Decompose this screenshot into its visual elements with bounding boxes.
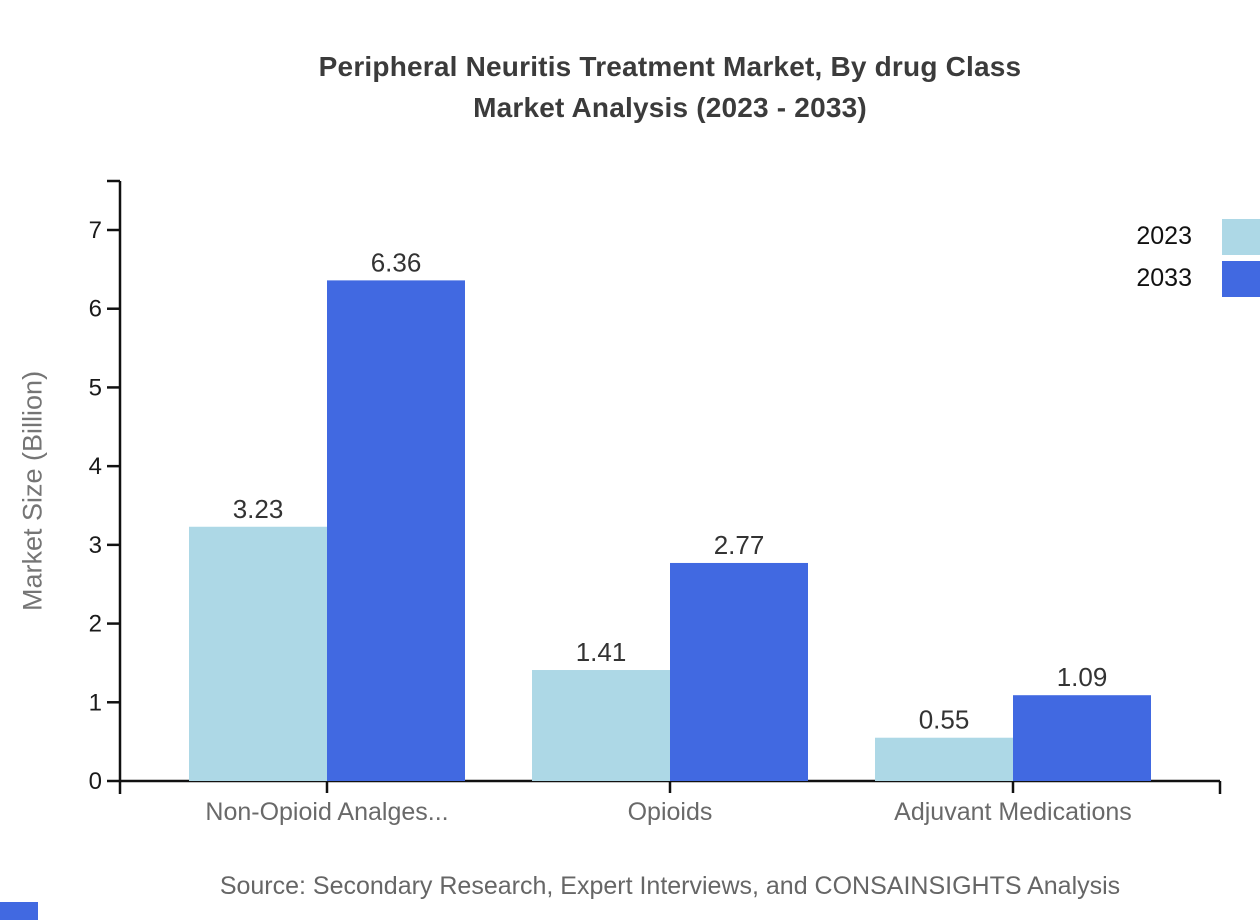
y-tick-label: 5 [89,374,102,401]
bar-2033-non-opioid-analges [327,280,465,781]
watermark-corner-mark [0,902,38,920]
legend: 2023 2033 [1136,218,1260,297]
bar-value-label-2023-adjuvant-medications: 0.55 [919,705,970,735]
bar-value-label-2033-adjuvant-medications: 1.09 [1057,662,1108,692]
legend-item-2023: 2023 [1136,218,1260,255]
y-tick-label: 3 [89,532,102,559]
bar-value-label-2033-opioids: 2.77 [714,530,765,560]
legend-label: 2033 [1136,264,1192,292]
y-tick-label: 4 [89,453,102,480]
chart-title: Peripheral Neuritis Treatment Market, By… [80,46,1260,128]
bar-2033-adjuvant-medications [1013,695,1151,781]
bar-2023-non-opioid-analges [189,526,327,781]
bar-2023-adjuvant-medications [875,737,1013,781]
bar-value-label-2023-non-opioid-analges: 3.23 [233,494,284,524]
category-label-adjuvant-medications: Adjuvant Medications [894,798,1132,826]
y-tick-label: 2 [89,611,102,638]
bar-2023-opioids [532,670,670,781]
legend-item-2033: 2033 [1136,260,1260,297]
y-tick-label: 7 [89,217,102,244]
y-tick-label: 6 [89,296,102,323]
bar-value-label-2033-non-opioid-analges: 6.36 [371,247,422,277]
category-label-opioids: Opioids [628,798,713,826]
bar-value-label-2023-opioids: 1.41 [576,637,627,667]
legend-swatch-2033 [1222,260,1260,297]
source-note: Source: Secondary Research, Expert Inter… [219,872,1121,900]
legend-label: 2023 [1136,222,1192,250]
y-tick-label: 1 [89,689,102,716]
category-label-non-opioid-analges: Non-Opioid Analges... [205,798,448,826]
y-tick-label: 0 [89,768,102,795]
chart-title-line1: Peripheral Neuritis Treatment Market, By… [318,51,1022,82]
bar-2033-opioids [670,562,808,781]
chart-title-line2: Market Analysis (2023 - 2033) [473,92,867,123]
legend-swatch-2023 [1222,218,1260,255]
